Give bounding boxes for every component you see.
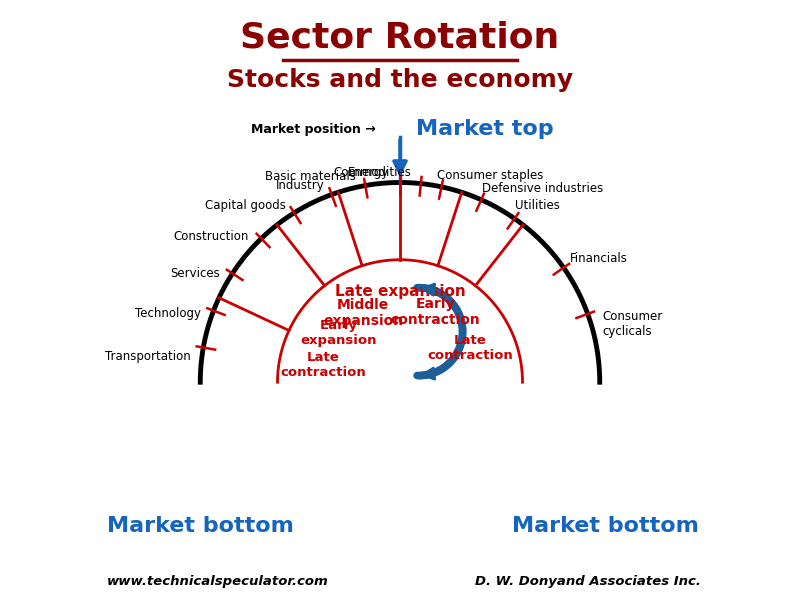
Text: Stocks and the economy: Stocks and the economy: [227, 68, 573, 92]
Text: Utilities: Utilities: [514, 199, 559, 213]
Text: Middle
expansion: Middle expansion: [323, 298, 403, 328]
Text: www.technicalspeculator.com: www.technicalspeculator.com: [107, 576, 329, 589]
Text: Late expansion: Late expansion: [334, 284, 466, 299]
Text: Energy: Energy: [348, 166, 389, 179]
Text: Basic materials: Basic materials: [266, 170, 356, 183]
Text: Late
contraction: Late contraction: [281, 351, 366, 379]
Text: Sector Rotation: Sector Rotation: [240, 20, 560, 54]
Text: Market top: Market top: [416, 119, 554, 139]
Text: Services: Services: [170, 267, 220, 281]
Text: Market bottom: Market bottom: [512, 516, 698, 536]
Text: Consumer staples: Consumer staples: [437, 169, 543, 182]
Text: Defensive industries: Defensive industries: [482, 182, 603, 195]
Text: Industry: Industry: [276, 179, 325, 192]
Text: D. W. Donyand Associates Inc.: D. W. Donyand Associates Inc.: [474, 576, 701, 589]
Text: Early
contraction: Early contraction: [390, 297, 481, 327]
Text: Commodities: Commodities: [333, 166, 411, 179]
Text: Market position →: Market position →: [251, 123, 376, 135]
Text: Capital goods: Capital goods: [205, 199, 286, 213]
Text: Consumer
cyclicals: Consumer cyclicals: [602, 310, 662, 338]
Text: Technology: Technology: [135, 307, 201, 320]
Text: Transportation: Transportation: [106, 350, 191, 363]
Text: Construction: Construction: [174, 229, 249, 243]
Text: Financials: Financials: [570, 252, 628, 265]
Text: Market bottom: Market bottom: [107, 516, 294, 536]
Text: Late
contraction: Late contraction: [428, 334, 514, 362]
Text: Early
expansion: Early expansion: [300, 319, 377, 347]
